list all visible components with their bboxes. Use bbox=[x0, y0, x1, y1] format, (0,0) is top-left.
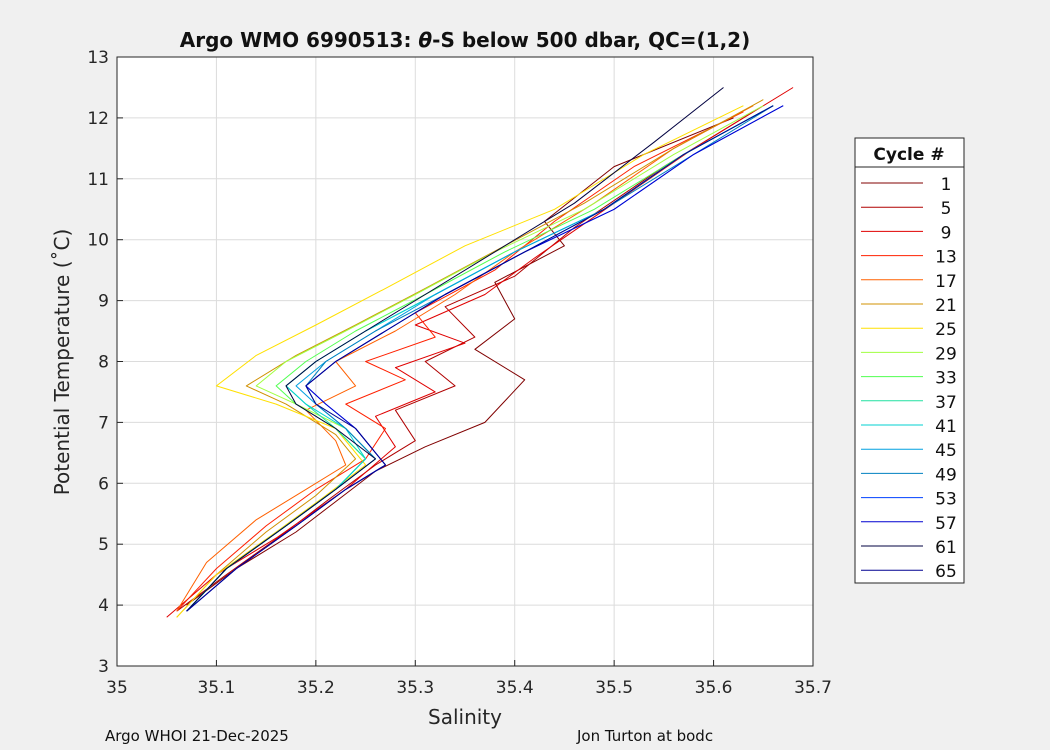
series-line-cycle-17 bbox=[176, 105, 754, 612]
y-tick-label: 3 bbox=[98, 657, 109, 677]
x-tick-label: 35.4 bbox=[496, 678, 534, 698]
y-tick-label: 6 bbox=[98, 474, 109, 494]
legend-label: 25 bbox=[935, 320, 957, 340]
y-tick-label: 13 bbox=[87, 48, 109, 68]
series-line-cycle-61 bbox=[186, 87, 724, 612]
x-tick-label: 35 bbox=[106, 678, 128, 698]
legend-label: 1 bbox=[941, 175, 952, 195]
y-tick-label: 5 bbox=[98, 535, 109, 555]
series-line-cycle-21 bbox=[176, 99, 764, 618]
chart-title: Argo WMO 6990513: θ-S below 500 dbar, QC… bbox=[180, 28, 750, 52]
legend-label: 57 bbox=[935, 514, 957, 534]
y-tick-label: 4 bbox=[98, 596, 109, 616]
y-tick-label: 8 bbox=[98, 353, 109, 373]
y-tick-label: 10 bbox=[87, 231, 109, 251]
footer-left: Argo WHOI 21-Dec-2025 bbox=[105, 727, 289, 745]
legend-label: 9 bbox=[941, 223, 952, 243]
series-lines bbox=[166, 87, 794, 618]
legend-label: 37 bbox=[935, 393, 957, 413]
legend-label: 49 bbox=[935, 465, 957, 485]
y-axis-label: Potential Temperature (˚C) bbox=[50, 229, 74, 496]
x-axis-label: Salinity bbox=[428, 705, 502, 729]
legend-label: 13 bbox=[935, 248, 957, 268]
y-tick-label: 9 bbox=[98, 292, 109, 312]
legend-box bbox=[854, 137, 965, 584]
y-tick-label: 7 bbox=[98, 413, 109, 433]
legend-label: 61 bbox=[935, 538, 957, 558]
legend-title: Cycle # bbox=[873, 145, 944, 165]
x-tick-label: 35.5 bbox=[595, 678, 633, 698]
series-line-cycle-65 bbox=[186, 105, 774, 612]
x-tick-label: 35.1 bbox=[197, 678, 235, 698]
legend-label: 41 bbox=[935, 417, 957, 437]
series-line-cycle-25 bbox=[176, 105, 744, 618]
legend-label: 65 bbox=[935, 562, 957, 582]
x-tick-label: 35.6 bbox=[695, 678, 733, 698]
footer-right: Jon Turton at bodc bbox=[576, 727, 713, 745]
legend-label: 5 bbox=[941, 199, 952, 219]
y-tick-label: 11 bbox=[87, 170, 109, 190]
legend-label: 17 bbox=[935, 272, 957, 292]
legend-label: 21 bbox=[935, 296, 957, 316]
x-tick-label: 35.2 bbox=[297, 678, 335, 698]
legend-label: 45 bbox=[935, 441, 957, 461]
legend-label: 33 bbox=[935, 369, 957, 389]
legend: Cycle # 1 5 9 13 17 21 25 29 33 37 41 45 49 53 57 61 65 bbox=[854, 137, 965, 584]
ticks: 35 35.1 35.2 35.3 35.4 35.5 35.6 35.7 3 4 5 6 7 8 9 10 1… bbox=[87, 48, 832, 698]
y-tick-label: 12 bbox=[87, 109, 109, 129]
x-tick-label: 35.7 bbox=[794, 678, 832, 698]
legend-label: 53 bbox=[935, 490, 957, 510]
x-tick-label: 35.3 bbox=[396, 678, 434, 698]
legend-label: 29 bbox=[935, 344, 957, 364]
